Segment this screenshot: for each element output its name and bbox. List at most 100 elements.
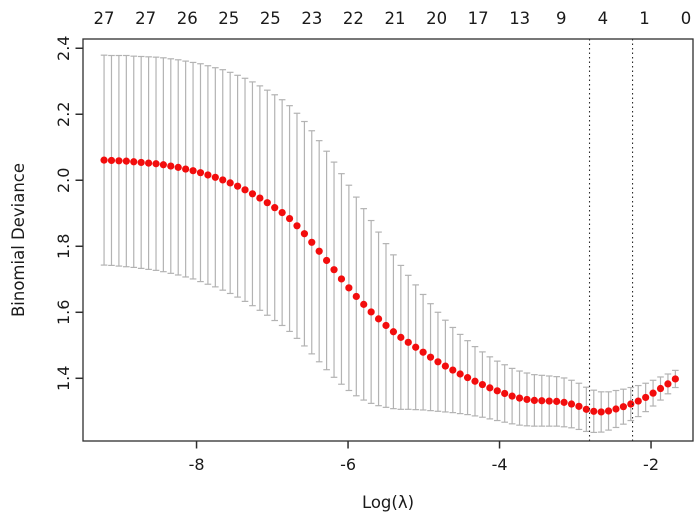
data-point: [441, 362, 449, 370]
data-point: [374, 315, 383, 323]
data-point: [174, 163, 182, 171]
data-point: [434, 358, 442, 366]
top-axis-label: 25: [218, 9, 239, 28]
data-point: [426, 353, 435, 361]
top-axis-label: 4: [598, 9, 609, 28]
x-tick-label: -6: [340, 455, 356, 474]
data-point: [159, 161, 167, 169]
data-point: [234, 182, 242, 190]
top-axis-label: 21: [385, 9, 406, 28]
data-point: [501, 389, 509, 398]
data-point: [211, 173, 219, 181]
data-point: [256, 194, 264, 202]
data-point: [545, 397, 553, 405]
data-point: [345, 284, 353, 292]
data-point: [360, 300, 368, 308]
data-point: [248, 190, 257, 198]
data-point: [226, 179, 234, 187]
y-tick-label: 2.0: [54, 168, 73, 193]
top-axis-label: 22: [343, 9, 364, 28]
data-point: [144, 159, 153, 167]
top-axis-label: 20: [426, 9, 447, 28]
top-axis-label: 27: [94, 9, 115, 28]
data-point: [167, 162, 175, 170]
data-point: [241, 186, 249, 194]
data-point: [419, 348, 427, 356]
data-point: [604, 407, 613, 415]
data-point: [382, 321, 390, 330]
top-axis-label: 25: [260, 9, 281, 28]
data-point: [100, 156, 108, 164]
y-tick-label: 1.4: [54, 366, 73, 391]
data-point: [404, 338, 412, 346]
data-point: [471, 377, 479, 385]
data-point: [196, 169, 205, 177]
data-point: [367, 308, 375, 316]
data-point: [456, 370, 464, 378]
y-tick-label: 1.6: [54, 300, 73, 325]
x-tick-label: -4: [492, 455, 508, 474]
data-point: [567, 400, 576, 408]
data-point: [634, 397, 642, 405]
data-point: [285, 214, 294, 223]
data-point: [530, 396, 538, 405]
x-axis: -8 -6 -4 -2: [189, 441, 659, 474]
data-point: [182, 165, 190, 173]
data-point: [560, 398, 568, 406]
y-axis: 1.4 1.6 1.8 2.0 2.2 2.4: [54, 36, 83, 391]
data-point: [642, 393, 650, 402]
data-point: [122, 157, 130, 165]
top-axis-label: 17: [468, 9, 489, 28]
data-point: [590, 407, 598, 415]
data-points: [100, 156, 679, 416]
data-point: [649, 389, 657, 397]
data-point: [337, 275, 346, 283]
data-point: [271, 204, 279, 212]
y-tick-label: 1.8: [54, 234, 73, 259]
data-point: [478, 380, 487, 389]
y-tick-label: 2.4: [54, 36, 73, 61]
data-point: [315, 247, 323, 255]
data-point: [308, 238, 316, 246]
data-point: [449, 366, 457, 374]
data-point: [300, 230, 309, 238]
data-point: [463, 374, 472, 382]
data-point: [515, 394, 524, 402]
data-point: [493, 387, 501, 395]
data-point: [619, 403, 627, 411]
data-point: [137, 158, 145, 167]
data-point: [612, 405, 620, 413]
data-point: [575, 402, 583, 410]
data-point: [130, 158, 138, 166]
data-point: [115, 157, 123, 165]
data-point: [664, 380, 672, 388]
data-point: [397, 333, 405, 341]
top-axis-label: 27: [135, 9, 156, 28]
data-point: [656, 384, 665, 393]
x-tick-label: -2: [643, 455, 659, 474]
top-axis-label: 13: [509, 9, 530, 28]
top-axis-label: 26: [177, 9, 198, 28]
data-point: [553, 397, 561, 405]
data-point: [412, 343, 420, 351]
data-point: [330, 266, 338, 274]
data-point: [323, 256, 331, 265]
data-point: [627, 400, 635, 408]
data-point: [582, 405, 590, 413]
data-point: [389, 328, 398, 336]
data-point: [597, 408, 605, 416]
data-point: [219, 176, 227, 184]
data-point: [508, 392, 516, 400]
plot-border: [82, 38, 694, 442]
data-point: [204, 171, 212, 179]
top-axis-label: 9: [556, 9, 567, 28]
data-point: [352, 292, 360, 301]
data-point: [107, 156, 116, 165]
data-point: [189, 167, 197, 175]
x-tick-label: -8: [189, 455, 205, 474]
data-point: [538, 397, 546, 405]
data-point: [293, 222, 301, 230]
top-axis-label: 1: [639, 9, 650, 28]
